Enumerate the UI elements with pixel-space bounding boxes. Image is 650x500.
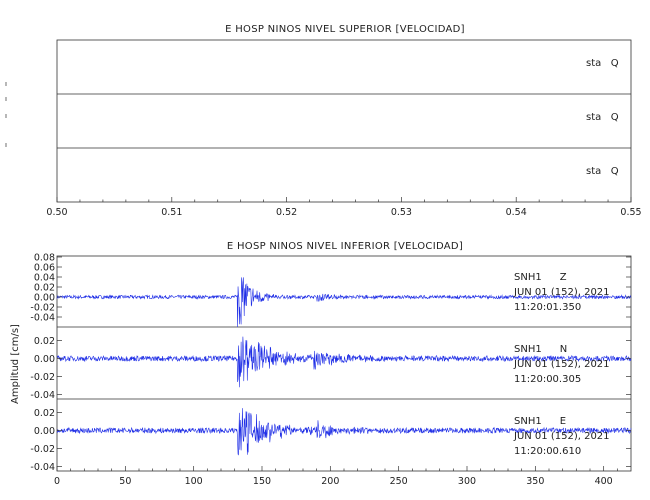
upper-panel-frame bbox=[56, 39, 632, 203]
x-tick-label: 150 bbox=[253, 476, 271, 487]
y-axis-label: Amplitud [cm/s] bbox=[10, 324, 21, 404]
x-tick-label: 100 bbox=[185, 476, 203, 487]
y-tick-label: 0.06 bbox=[34, 262, 55, 273]
channel-station-e: SNH1 E bbox=[514, 416, 566, 427]
x-tick-label: 0.53 bbox=[391, 207, 412, 218]
channel-annotation-e: SNH1 E JUN 01 (152), 2021 11:20:00.610 bbox=[513, 416, 610, 457]
waveform-z bbox=[56, 277, 632, 328]
x-tick-label: 0.50 bbox=[46, 207, 67, 218]
channel-annotation-n: SNH1 N JUN 01 (152), 2021 11:20:00.305 bbox=[513, 344, 610, 385]
y-tick-label: -0.02 bbox=[30, 444, 55, 455]
channel-station-z: SNH1 Z bbox=[514, 272, 567, 283]
x-tick-label: 200 bbox=[321, 476, 339, 487]
y-tick-label: -0.04 bbox=[30, 390, 55, 401]
channel-date-e: JUN 01 (152), 2021 bbox=[513, 431, 610, 442]
x-tick-label: 0.54 bbox=[506, 207, 527, 218]
x-tick-label: 0.51 bbox=[161, 207, 182, 218]
upper-panel: E HOSP NINOS NIVEL SUPERIOR [VELOCIDAD] … bbox=[5, 24, 642, 218]
x-tick-label: 300 bbox=[458, 476, 476, 487]
lower-panel-title: E HOSP NINOS NIVEL INFERIOR [VELOCIDAD] bbox=[227, 241, 463, 252]
y-tick-label: 0.02 bbox=[34, 336, 55, 347]
y-tick-label: -0.02 bbox=[30, 372, 55, 383]
x-tick-label: 250 bbox=[390, 476, 408, 487]
y-tick-label: 0.04 bbox=[34, 272, 55, 283]
y-tick-label: 0.00 bbox=[34, 426, 55, 437]
channel-time-e: 11:20:00.610 bbox=[514, 446, 581, 457]
y-tick-label: 0.02 bbox=[34, 408, 55, 419]
x-tick-label: 400 bbox=[595, 476, 613, 487]
y-tick-label: 0.00 bbox=[34, 292, 55, 303]
waveform-traces bbox=[56, 277, 632, 456]
x-tick-label: 0.52 bbox=[276, 207, 297, 218]
channel-time-n: 11:20:00.305 bbox=[514, 374, 581, 385]
x-tick-label: 0.55 bbox=[620, 207, 641, 218]
channel-date-z: JUN 01 (152), 2021 bbox=[513, 287, 610, 298]
x-tick-label: 0 bbox=[54, 476, 60, 487]
y-tick-label: -0.02 bbox=[30, 302, 55, 313]
x-tick-label: 350 bbox=[526, 476, 544, 487]
channel-date-n: JUN 01 (152), 2021 bbox=[513, 359, 610, 370]
upper-channel-label: sta Q bbox=[586, 112, 619, 123]
lower-x-axis: 0 50 100 150 200 250 300 350 400 bbox=[54, 466, 618, 487]
y-tick-label: -0.04 bbox=[30, 312, 55, 323]
upper-channel-label: sta Q bbox=[586, 58, 619, 69]
lower-y-axes: 0.080.060.040.020.00-0.02-0.040.020.00-0… bbox=[30, 252, 631, 473]
upper-panel-title: E HOSP NINOS NIVEL SUPERIOR [VELOCIDAD] bbox=[225, 24, 465, 35]
y-tick-label: 0.00 bbox=[34, 354, 55, 365]
y-tick-label: 0.02 bbox=[34, 282, 55, 293]
upper-channel-label: sta Q bbox=[586, 166, 619, 177]
y-tick-label: -0.04 bbox=[30, 462, 55, 473]
channel-station-n: SNH1 N bbox=[514, 344, 567, 355]
y-tick-label: 0.08 bbox=[34, 252, 55, 263]
channel-annotation-z: SNH1 Z JUN 01 (152), 2021 11:20:01.350 bbox=[513, 272, 610, 313]
lower-panel: E HOSP NINOS NIVEL INFERIOR [VELOCIDAD] … bbox=[10, 241, 632, 487]
channel-time-z: 11:20:01.350 bbox=[514, 302, 581, 313]
x-tick-label: 50 bbox=[119, 476, 131, 487]
waveform-e bbox=[56, 408, 632, 456]
waveform-n bbox=[56, 336, 632, 388]
upper-x-axis: 0.50 0.51 0.52 0.53 0.54 0.55 bbox=[46, 197, 642, 218]
